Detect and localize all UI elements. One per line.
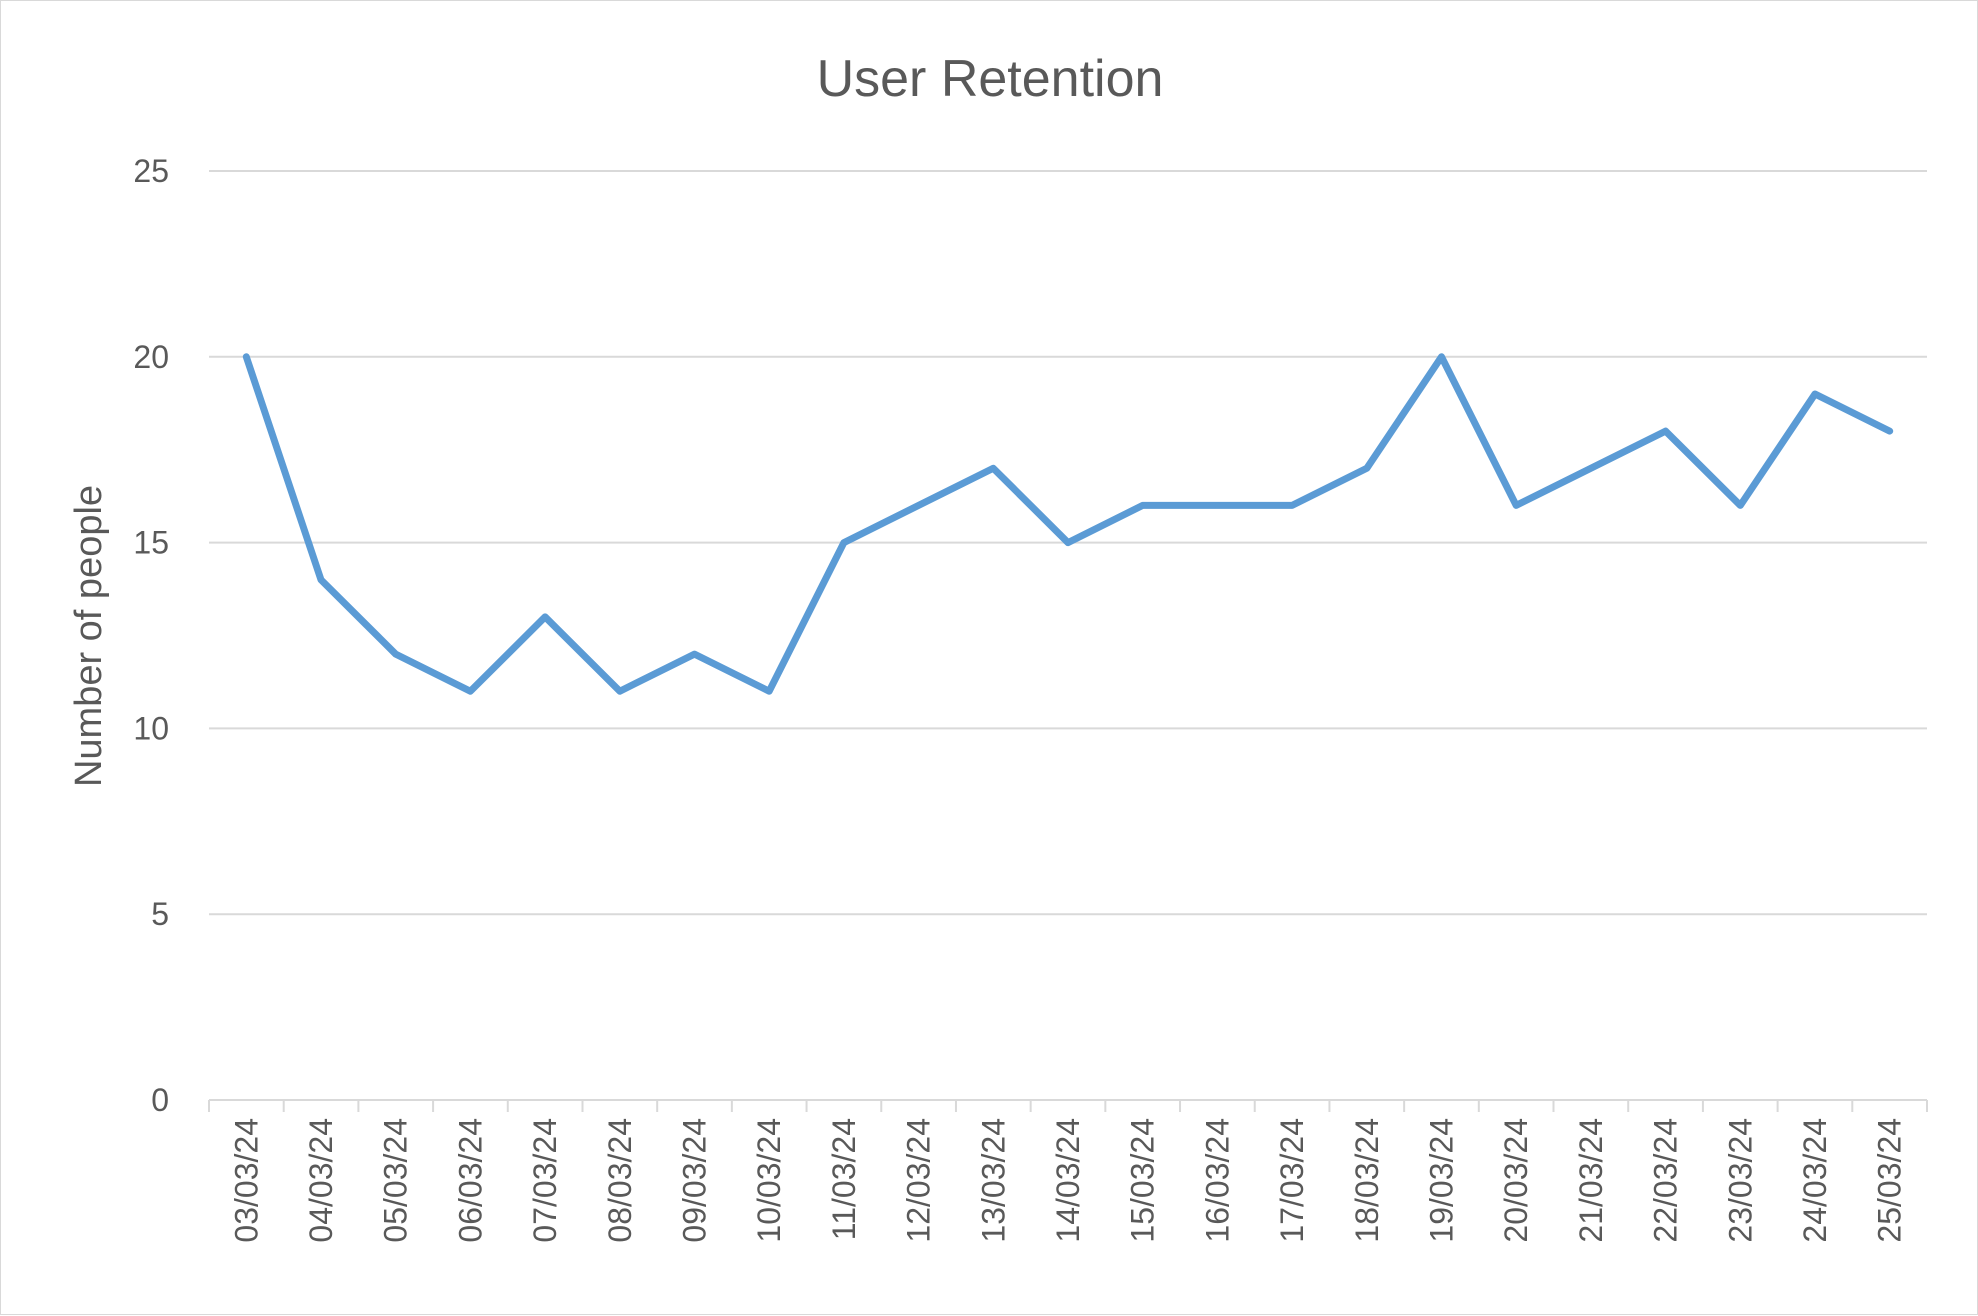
data-point <box>1662 428 1669 435</box>
data-point <box>1214 502 1221 509</box>
x-tick-label: 18/03/24 <box>1349 1118 1385 1243</box>
data-point <box>1139 502 1146 509</box>
data-point <box>766 688 773 695</box>
y-tick-label: 0 <box>151 1082 169 1118</box>
x-tick-label: 21/03/24 <box>1573 1118 1609 1243</box>
x-tick-label: 13/03/24 <box>975 1118 1011 1243</box>
x-tick-label: 20/03/24 <box>1498 1118 1534 1243</box>
data-point <box>1886 428 1893 435</box>
y-tick-label: 25 <box>133 153 169 189</box>
data-point <box>542 613 549 620</box>
y-axis-label: Number of people <box>68 485 110 787</box>
x-tick-label: 07/03/24 <box>527 1118 563 1243</box>
x-tick-label: 08/03/24 <box>602 1118 638 1243</box>
data-point <box>1363 465 1370 472</box>
y-tick-label: 20 <box>133 339 169 375</box>
x-axis: 03/03/24 04/03/24 05/03/24 06/03/24 07/03/24… <box>208 1099 1928 1243</box>
x-tick-label: 12/03/24 <box>901 1118 937 1243</box>
x-tick-label: 25/03/24 <box>1872 1118 1908 1243</box>
y-axis-ticks: 0 5 10 15 20 25 <box>133 153 169 1118</box>
data-point <box>990 465 997 472</box>
data-point <box>840 539 847 546</box>
chart-title: User Retention <box>817 50 1164 108</box>
x-tick-label: 19/03/24 <box>1423 1118 1459 1243</box>
data-point <box>392 651 399 658</box>
data-point <box>1811 390 1818 397</box>
data-point <box>1513 502 1520 509</box>
data-point <box>467 688 474 695</box>
y-tick-label: 10 <box>133 710 169 746</box>
data-point <box>1289 502 1296 509</box>
x-tick-label: 11/03/24 <box>826 1118 862 1240</box>
data-point <box>1587 465 1594 472</box>
x-tick-label: 04/03/24 <box>303 1118 339 1243</box>
x-tick-label: 03/03/24 <box>228 1118 264 1243</box>
x-tick-label: 10/03/24 <box>751 1118 787 1243</box>
data-point <box>915 502 922 509</box>
series-layer <box>242 353 1894 695</box>
x-tick-label: 06/03/24 <box>452 1118 488 1243</box>
x-tick-label: 14/03/24 <box>1050 1118 1086 1243</box>
x-tick-label: 17/03/24 <box>1274 1118 1310 1243</box>
x-tick-label: 23/03/24 <box>1722 1118 1758 1243</box>
series-line <box>242 353 1894 695</box>
data-point <box>1065 539 1071 546</box>
x-tick-label: 15/03/24 <box>1125 1118 1161 1243</box>
data-point <box>1737 502 1744 509</box>
y-tick-label: 15 <box>133 525 169 561</box>
data-point <box>616 688 623 695</box>
data-point <box>243 353 250 360</box>
x-tick-label: 16/03/24 <box>1199 1118 1235 1243</box>
x-tick-label: 24/03/24 <box>1797 1118 1833 1243</box>
y-tick-label: 5 <box>151 896 169 932</box>
x-tick-label: 09/03/24 <box>677 1118 713 1243</box>
data-point <box>691 651 698 658</box>
x-tick-label: 22/03/24 <box>1648 1118 1684 1243</box>
x-tick-label: 05/03/24 <box>378 1118 414 1243</box>
data-point <box>1438 353 1445 360</box>
data-point <box>318 576 325 583</box>
